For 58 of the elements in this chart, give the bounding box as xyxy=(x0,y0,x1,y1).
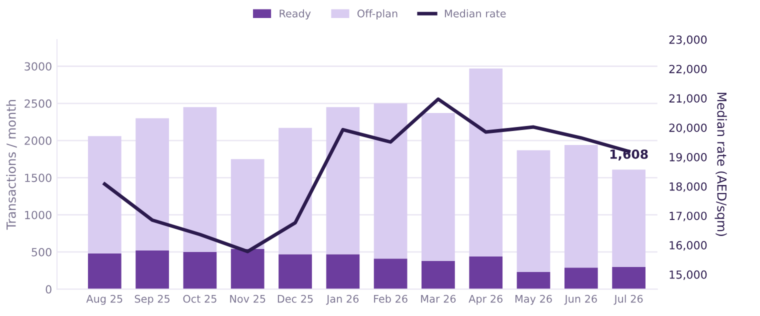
bar xyxy=(612,266,646,290)
y2-tick-label: 19,000 xyxy=(670,152,707,162)
bar xyxy=(136,118,169,251)
legend-label: Off-plan xyxy=(357,9,398,20)
x-tick-label: Apr 26 xyxy=(468,294,502,305)
bar xyxy=(136,250,169,290)
x-tick-label: Jun 26 xyxy=(564,294,597,305)
bar xyxy=(326,107,360,254)
y-tick-label: 2000 xyxy=(24,136,52,145)
y2-axis-title: Median rate (AED/sqm) xyxy=(714,92,727,236)
x-tick-label: Mar 26 xyxy=(421,294,456,303)
bar xyxy=(230,249,264,290)
bar xyxy=(183,107,217,252)
bar xyxy=(88,253,122,290)
y2-tick-label: 17,000 xyxy=(670,212,707,222)
bar xyxy=(183,252,217,290)
bar xyxy=(612,170,646,267)
y2-tick-label: 20,000 xyxy=(669,124,707,134)
y-tick-label: 2500 xyxy=(24,99,52,108)
bar xyxy=(278,254,312,290)
y-tick-label: 1500 xyxy=(25,174,52,182)
bar xyxy=(374,258,408,290)
bar xyxy=(374,103,408,259)
bar xyxy=(326,254,360,290)
x-tick-label: Feb 26 xyxy=(374,294,408,303)
bar xyxy=(230,159,264,250)
bar xyxy=(278,128,312,254)
bar xyxy=(564,268,598,290)
x-tick-label: Jul 26 xyxy=(614,294,643,305)
y-tick-label: 3000 xyxy=(24,62,52,71)
x-tick-label: Dec 25 xyxy=(278,294,313,303)
annotation: 1,608 xyxy=(610,149,648,161)
bar xyxy=(564,145,598,268)
x-tick-label: Sep 25 xyxy=(134,294,170,305)
legend-label: Ready xyxy=(280,9,311,20)
bar xyxy=(516,150,550,272)
y2-tick-label: 23,000 xyxy=(669,35,707,46)
bar xyxy=(469,256,503,290)
y-tick-label: 500 xyxy=(32,248,52,256)
y-axis-title: Transactions / month xyxy=(6,100,17,230)
y-tick-label: 1000 xyxy=(25,210,52,220)
bar xyxy=(469,68,503,256)
bar xyxy=(516,272,550,290)
y2-tick-label: 22,000 xyxy=(669,64,707,74)
y2-tick-label: 21,000 xyxy=(669,94,707,104)
bar xyxy=(422,260,455,290)
y2-tick-label: 15,000 xyxy=(670,270,707,280)
bar xyxy=(88,136,122,254)
y2-tick-label: 18,000 xyxy=(670,182,707,192)
x-tick-label: May 26 xyxy=(515,294,552,305)
bar xyxy=(422,113,455,261)
y2-tick-label: 16,000 xyxy=(670,241,707,251)
legend-label: Median rate xyxy=(444,9,506,18)
x-tick-label: Oct 25 xyxy=(183,294,216,303)
y-tick-label: 0 xyxy=(46,285,52,294)
x-tick-label: Aug 25 xyxy=(86,294,122,305)
x-tick-label: Nov 25 xyxy=(230,294,266,303)
x-tick-label: Jan 26 xyxy=(326,294,359,305)
